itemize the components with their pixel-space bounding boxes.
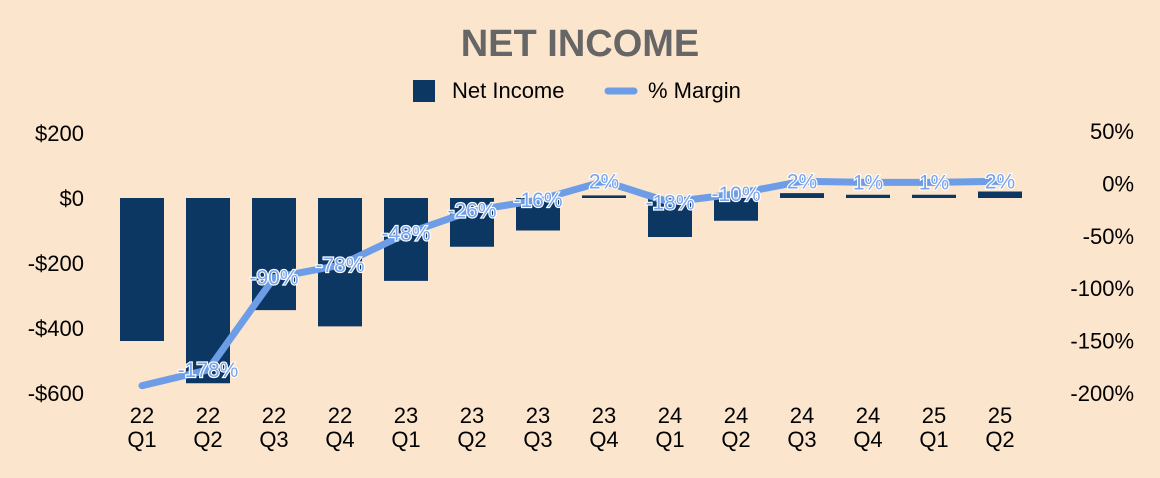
x-tick-quarter-label: Q4 — [853, 427, 882, 452]
margin-data-label: -26% — [447, 200, 496, 223]
legend-label-net-income: Net Income — [452, 78, 565, 103]
net-income-bar — [582, 195, 626, 198]
margin-data-label: 2% — [787, 170, 817, 193]
x-tick-quarter-label: Q2 — [457, 427, 486, 452]
x-tick-year-label: 24 — [724, 403, 748, 428]
x-tick-quarter-label: Q3 — [523, 427, 552, 452]
left-axis-tick-label: -$600 — [28, 381, 84, 406]
net-income-bar — [252, 198, 296, 311]
legend: Net Income % Margin — [413, 78, 741, 103]
x-tick-year-label: 24 — [658, 403, 682, 428]
margin-data-labels: -178% -90% -78% -48% -26% -16% 2% -18% -10% 2% 1% 1… — [177, 169, 1017, 383]
x-tick-year-label: 23 — [526, 403, 550, 428]
x-tick-year-label: 22 — [262, 403, 286, 428]
left-axis-tick-label: $200 — [35, 121, 84, 146]
x-tick-year-label: 22 — [130, 403, 154, 428]
left-axis-tick-label: -$400 — [28, 316, 84, 341]
net-income-bar — [714, 198, 758, 221]
right-axis-tick-label: 50% — [1090, 119, 1134, 144]
x-tick-year-label: 25 — [922, 403, 946, 428]
x-tick-year-label: 23 — [592, 403, 616, 428]
x-tick-year-label: 24 — [856, 403, 880, 428]
x-tick-year-label: 23 — [460, 403, 484, 428]
net-income-bar — [978, 191, 1022, 198]
x-tick-quarter-label: Q4 — [325, 427, 354, 452]
x-tick-quarter-label: Q3 — [787, 427, 816, 452]
margin-data-label: -178% — [178, 359, 239, 382]
x-tick-quarter-label: Q1 — [919, 427, 948, 452]
legend-swatch-net-income — [413, 80, 435, 102]
left-axis-tick-label: -$200 — [28, 251, 84, 276]
margin-data-label: 2% — [985, 170, 1015, 193]
margin-data-label: -16% — [513, 189, 562, 212]
x-tick-quarter-label: Q3 — [259, 427, 288, 452]
net-income-bar — [186, 198, 230, 384]
right-y-axis: 50% 0% -50% -100% -150% -200% — [1070, 119, 1134, 406]
x-tick-year-label: 22 — [196, 403, 220, 428]
margin-data-label: 1% — [853, 171, 883, 194]
margin-data-label: -48% — [381, 223, 430, 246]
margin-data-label: -18% — [645, 191, 694, 214]
left-y-axis: $200 $0 -$200 -$400 -$600 — [28, 121, 84, 406]
x-tick-year-label: 23 — [394, 403, 418, 428]
right-axis-tick-label: 0% — [1102, 171, 1134, 196]
x-tick-quarter-label: Q1 — [391, 427, 420, 452]
margin-line-series — [138, 177, 1004, 390]
net-income-bar — [120, 198, 164, 341]
margin-data-label: -90% — [249, 267, 298, 290]
x-tick-year-label: 24 — [790, 403, 814, 428]
x-tick-quarter-label: Q2 — [721, 427, 750, 452]
net-income-bar — [780, 193, 824, 198]
x-tick-year-label: 22 — [328, 403, 352, 428]
legend-label-margin: % Margin — [648, 78, 741, 103]
x-axis-categories: 22Q122Q222Q322Q423Q123Q223Q323Q424Q124Q2… — [127, 403, 1014, 452]
margin-data-label: 2% — [589, 170, 619, 193]
right-axis-tick-label: -100% — [1070, 276, 1134, 301]
left-axis-tick-label: $0 — [60, 186, 84, 211]
margin-data-label: -10% — [711, 183, 760, 206]
chart-title: NET INCOME — [461, 23, 700, 65]
x-tick-quarter-label: Q4 — [589, 427, 618, 452]
x-tick-quarter-label: Q2 — [193, 427, 222, 452]
margin-data-label: 1% — [919, 171, 949, 194]
x-tick-quarter-label: Q1 — [127, 427, 156, 452]
net-income-bar — [912, 194, 956, 198]
right-axis-tick-label: -200% — [1070, 381, 1134, 406]
right-axis-tick-label: -150% — [1070, 329, 1134, 354]
net-income-bar — [846, 194, 890, 198]
x-tick-quarter-label: Q1 — [655, 427, 684, 452]
margin-line — [138, 177, 1004, 390]
x-tick-quarter-label: Q2 — [985, 427, 1014, 452]
x-tick-year-label: 25 — [988, 403, 1012, 428]
right-axis-tick-label: -50% — [1083, 224, 1134, 249]
margin-data-label: -78% — [315, 254, 364, 277]
